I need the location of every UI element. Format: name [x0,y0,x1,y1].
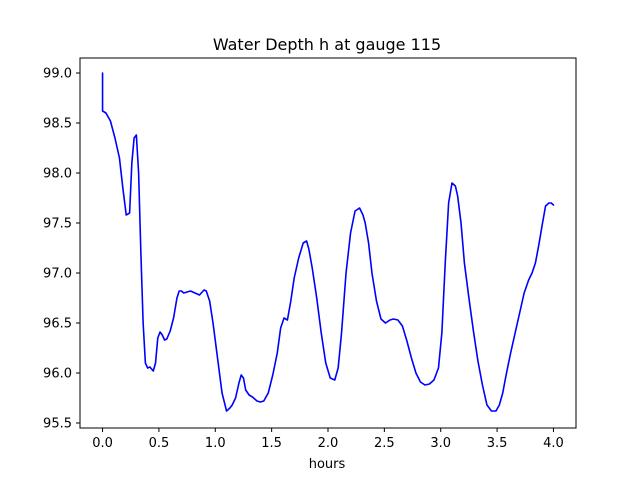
x-tick-label: 0.0 [92,436,113,451]
y-tick-label: 95.5 [43,417,72,432]
y-tick-label: 98.0 [43,167,72,182]
y-tick-label: 96.0 [43,367,72,382]
x-axis-title: hours [309,457,346,472]
y-tick-label: 99.0 [43,67,72,82]
y-tick-label: 96.5 [43,317,72,332]
x-axis: 0.0 0.5 1.0 1.5 2.0 2.5 3.0 3.5 4.0 [92,428,564,451]
x-tick-label: 0.5 [149,436,170,451]
chart-title: Water Depth h at gauge 115 [213,35,441,54]
y-axis: 95.5 96.0 96.5 97.0 97.5 98.0 98.5 99.0 [43,67,80,432]
series-line-0 [101,72,555,412]
x-tick-label: 3.5 [487,436,508,451]
series-layer [101,72,555,412]
x-tick-label: 2.0 [318,436,339,451]
y-tick-label: 97.0 [43,267,72,282]
x-tick-label: 4.0 [543,436,564,451]
x-tick-label: 1.5 [261,436,282,451]
x-tick-label: 2.5 [374,436,395,451]
x-tick-label: 1.0 [205,436,226,451]
x-tick-label: 3.0 [430,436,451,451]
y-tick-label: 97.5 [43,217,72,232]
y-tick-label: 98.5 [43,117,72,132]
